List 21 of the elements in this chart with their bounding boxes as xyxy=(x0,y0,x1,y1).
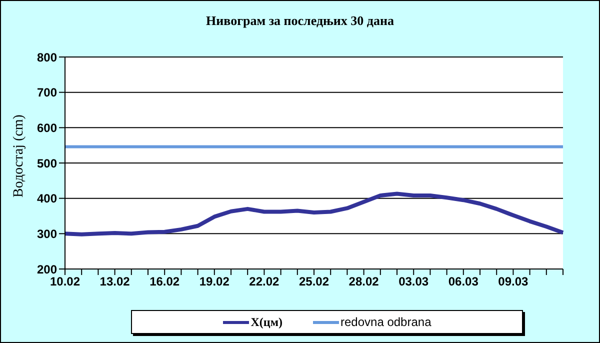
x-tick-label: 25.02 xyxy=(298,274,330,289)
legend-label: redovna odbrana xyxy=(340,315,432,329)
chart-title: Нивограм за последњих 30 дана xyxy=(205,13,395,29)
y-tick-label: 700 xyxy=(36,86,58,100)
y-tick-label: 600 xyxy=(36,120,58,135)
x-tick-label: 10.02 xyxy=(50,274,80,289)
x-tick-label: 03.03 xyxy=(398,274,429,289)
y-tick-label: 300 xyxy=(36,226,58,241)
x-tick-label: 22.02 xyxy=(249,274,280,289)
x-tick-label: 28.02 xyxy=(348,274,380,289)
y-axis-title: Водостај (cm) xyxy=(11,114,27,198)
y-tick-label: 200 xyxy=(36,262,58,276)
x-tick-label: 16.02 xyxy=(150,274,180,289)
y-tick-label: 400 xyxy=(36,192,58,206)
x-tick-label: 19.02 xyxy=(199,274,230,289)
y-tick-label: 500 xyxy=(36,156,58,170)
x-tick-label: 06.03 xyxy=(448,274,479,289)
y-tick-label: 800 xyxy=(36,50,58,64)
x-tick-label: 09.03 xyxy=(498,274,529,289)
x-tick-label: 13.02 xyxy=(100,274,130,289)
legend-label: X(цм) xyxy=(250,314,282,330)
